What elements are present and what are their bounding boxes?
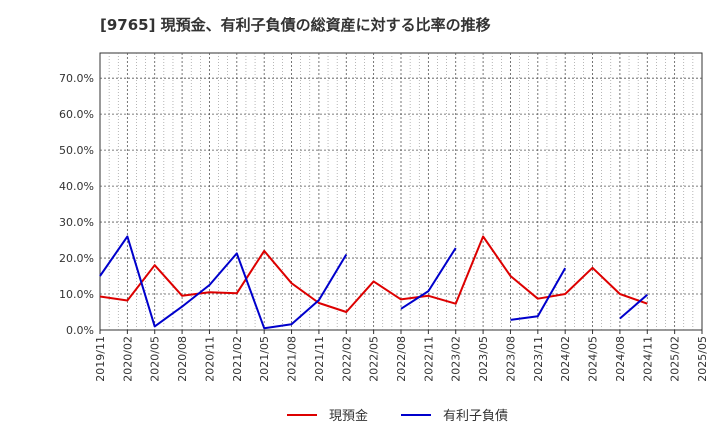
x-tick-label: 2023/11	[532, 336, 545, 382]
x-tick-label: 2023/05	[477, 336, 490, 382]
x-tick-label: 2024/05	[587, 336, 600, 382]
y-tick-label: 20.0%	[59, 252, 94, 265]
x-tick-label: 2023/08	[504, 336, 517, 382]
x-tick-label: 2024/08	[614, 336, 627, 382]
series-line-有利子負債	[619, 293, 648, 320]
y-axis: 0.0% 10.0% 20.0% 30.0% 40.0% 50.0% 60.0% 70.0%	[59, 72, 94, 337]
x-tick-label: 2022/08	[395, 336, 408, 382]
y-tick-label: 0.0%	[66, 324, 94, 337]
chart-title: [9765] 現預金、有利子負債の総資産に対する比率の推移	[100, 16, 491, 34]
x-tick-label: 2021/11	[313, 336, 326, 382]
series-line-現預金	[99, 235, 648, 313]
x-tick-label: 2025/05	[696, 336, 709, 382]
legend: 現預金 有利子負債	[287, 408, 508, 424]
x-tick-label: 2024/11	[641, 336, 654, 382]
y-tick-label: 40.0%	[59, 180, 94, 193]
grid	[100, 53, 702, 330]
x-tick-label: 2021/08	[286, 336, 299, 382]
x-tick-label: 2019/11	[94, 336, 107, 382]
x-tick-label: 2020/08	[176, 336, 189, 382]
x-tick-label: 2025/02	[669, 336, 682, 382]
y-tick-label: 30.0%	[59, 216, 94, 229]
x-tick-label: 2023/02	[450, 336, 463, 382]
y-tick-label: 60.0%	[59, 108, 94, 121]
series-lines	[99, 235, 648, 330]
x-tick-label: 2020/05	[149, 336, 162, 382]
x-tick-label: 2020/11	[203, 336, 216, 382]
x-tick-label: 2024/02	[559, 336, 572, 382]
legend-label: 有利子負債	[443, 409, 508, 424]
x-tick-label: 2020/02	[121, 336, 134, 382]
series-line-有利子負債	[510, 267, 567, 321]
series-line-有利子負債	[99, 235, 348, 330]
x-axis: 2019/11 2020/02 2020/05 2020/08 2020/11 2021/…	[94, 330, 709, 382]
x-tick-label: 2022/11	[422, 336, 435, 382]
y-tick-label: 70.0%	[59, 72, 94, 85]
series-line-有利子負債	[400, 247, 457, 310]
x-tick-label: 2022/02	[340, 336, 353, 382]
x-tick-label: 2021/05	[258, 336, 271, 382]
x-tick-label: 2021/02	[231, 336, 244, 382]
y-tick-label: 10.0%	[59, 288, 94, 301]
legend-label: 現預金	[329, 408, 368, 424]
x-tick-label: 2022/05	[368, 336, 381, 382]
y-tick-label: 50.0%	[59, 144, 94, 157]
